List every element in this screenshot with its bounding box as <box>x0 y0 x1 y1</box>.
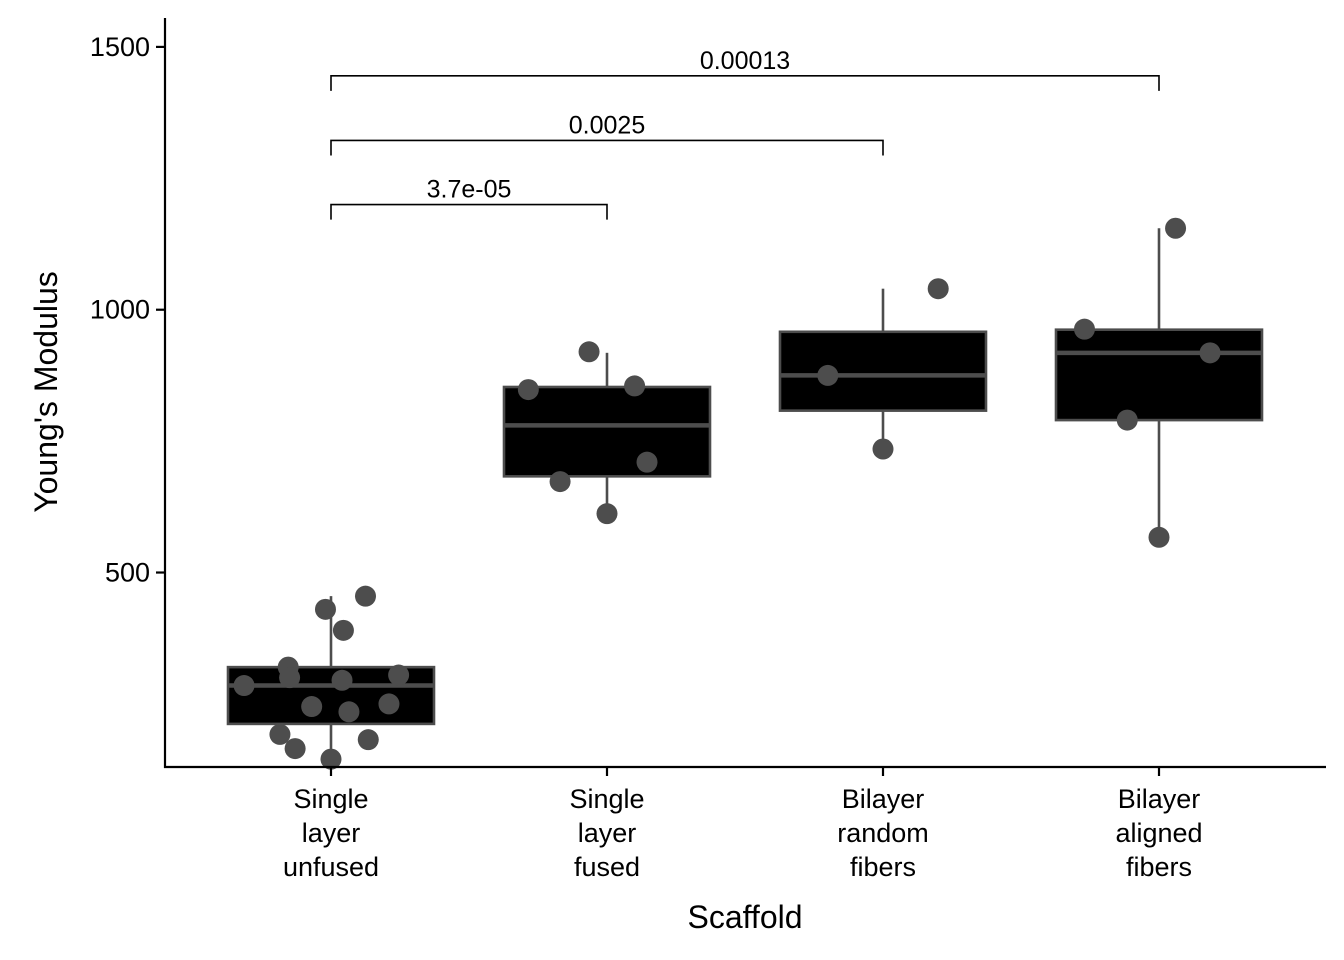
x-tick-label-line: layer <box>578 818 637 848</box>
x-tick-label: Single layer fused <box>569 784 644 882</box>
comparison-brackets: 3.7e-05 0.0025 0.00013 <box>330 47 1160 220</box>
x-tick-label: Bilayer aligned fibers <box>1115 784 1202 882</box>
data-point <box>549 471 571 493</box>
comparison-bracket <box>330 139 884 156</box>
data-point <box>355 585 376 607</box>
axes <box>163 18 1326 769</box>
data-point <box>314 598 336 620</box>
box-iqr <box>502 385 712 478</box>
boxes-layer <box>226 228 1264 762</box>
p-value-label: 0.0025 <box>569 111 645 139</box>
data-point <box>817 364 839 386</box>
comparison-bracket <box>330 203 608 220</box>
comparison-bracket <box>330 75 1160 91</box>
x-tick-label: Single layer unfused <box>283 784 379 882</box>
x-tick-label-line: Single <box>293 784 368 814</box>
data-point <box>338 701 360 723</box>
data-point <box>233 675 255 697</box>
data-point <box>636 451 658 473</box>
data-point <box>624 375 646 397</box>
data-point <box>357 729 379 751</box>
data-point <box>1165 217 1187 239</box>
x-tick-label-line: layer <box>302 818 361 848</box>
data-point <box>279 667 301 689</box>
p-value-label: 0.00013 <box>700 47 790 75</box>
x-tick-label-line: fibers <box>850 852 916 882</box>
x-tick-label-line: unfused <box>283 852 379 882</box>
data-point <box>517 379 539 401</box>
x-tick-label-line: random <box>837 818 929 848</box>
data-point <box>578 341 600 363</box>
x-tick-label-line: Bilayer <box>842 784 925 814</box>
data-point <box>927 278 949 300</box>
data-point <box>284 738 306 760</box>
data-point <box>388 664 410 686</box>
x-tick-label-line: fibers <box>1126 852 1192 882</box>
p-value-label: 3.7e-05 <box>427 176 512 204</box>
box-iqr <box>778 330 988 412</box>
data-point <box>301 696 323 718</box>
x-tick-label-line: Bilayer <box>1118 784 1201 814</box>
data-point <box>872 438 894 460</box>
y-tick-label: 1000 <box>90 295 150 325</box>
y-tick-label: 1500 <box>90 32 150 62</box>
data-point <box>1148 526 1170 548</box>
x-tick-label-line: fused <box>574 852 640 882</box>
data-point <box>269 723 291 745</box>
data-point <box>378 693 400 715</box>
data-point <box>1073 318 1095 340</box>
data-point <box>1116 409 1138 431</box>
data-point <box>1199 342 1221 364</box>
x-tick-label-line: aligned <box>1115 818 1202 848</box>
x-axis-title: Scaffold <box>687 899 802 935</box>
y-tick-label: 500 <box>105 558 150 588</box>
x-tick-label-line: Single <box>569 784 644 814</box>
y-axis-title: Young's Modulus <box>28 271 64 513</box>
x-tick-label: Bilayer random fibers <box>837 784 929 882</box>
data-point <box>320 748 342 770</box>
y-ticks: 500 1000 1500 <box>90 32 165 588</box>
data-point <box>331 669 353 691</box>
points-layer <box>233 217 1221 770</box>
box-iqr <box>1054 328 1264 422</box>
data-point <box>596 503 618 525</box>
x-ticks: Single layer unfused Single layer fused Bilaye… <box>283 767 1203 882</box>
data-point <box>332 619 354 641</box>
